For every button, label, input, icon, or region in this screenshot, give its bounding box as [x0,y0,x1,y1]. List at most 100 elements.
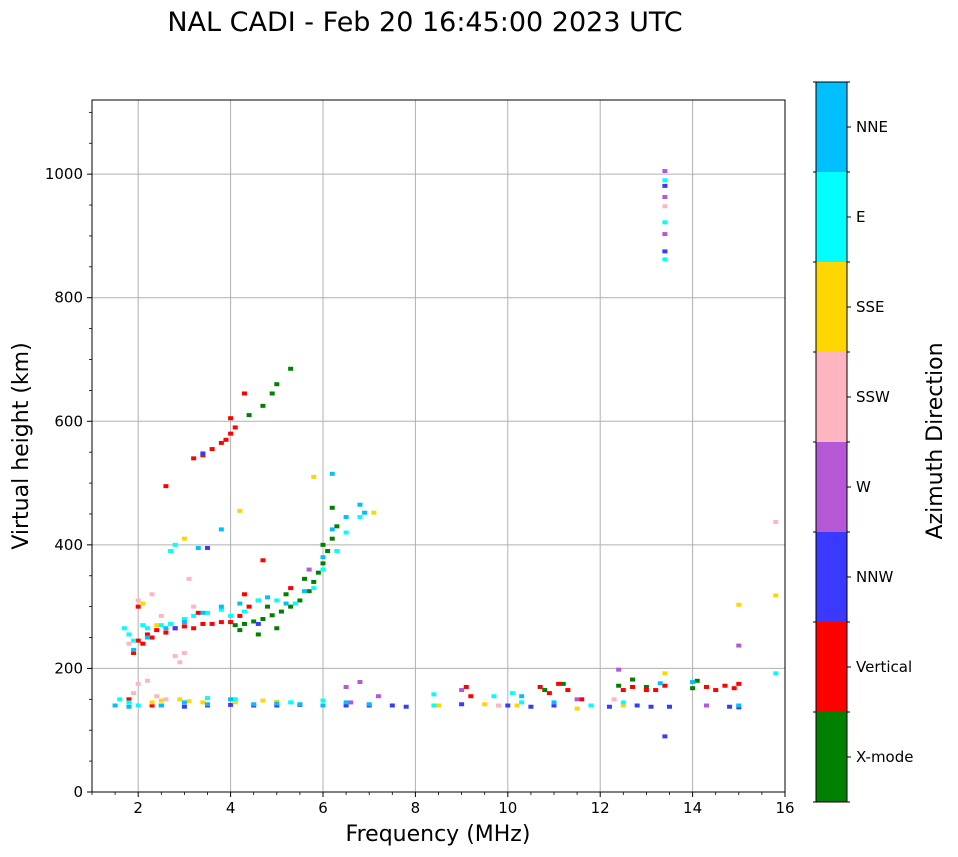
data-point-nnw [667,704,672,709]
data-point-ssw [172,654,178,659]
data-point-vertical [620,688,626,693]
data-point-sse [514,703,520,708]
data-point-x-mode [694,678,700,683]
data-point-vertical [195,610,201,615]
data-point-nnw [528,704,534,709]
data-point-vertical [643,688,649,693]
data-point-w [459,688,465,693]
data-point-nnw [606,704,612,709]
data-point-w [616,667,622,672]
data-point-x-mode [560,681,566,686]
data-point-e [343,530,349,535]
data-point-nnw [634,703,640,708]
data-point-e [662,257,668,262]
data-point-nnw [505,703,511,708]
data-point-nne [181,700,187,705]
data-point-e [491,694,497,699]
data-point-vertical [131,650,137,655]
data-point-e [181,617,187,621]
data-point-vertical [218,440,224,445]
data-point-vertical [154,628,160,633]
data-point-e [168,549,174,554]
data-point-nne [283,601,289,606]
data-point-x-mode [690,686,696,691]
data-point-vertical [209,621,215,626]
data-point-sse [574,706,580,711]
x-tick-label: 14 [683,799,702,817]
data-point-nne [690,680,696,685]
data-point-vertical [135,638,141,643]
data-point-vertical [463,684,469,689]
data-point-sse [620,703,626,708]
data-point-x-mode [288,604,294,609]
data-point-nne [519,694,525,699]
data-point-x-mode [274,382,280,387]
data-point-nnw [389,703,395,708]
data-point-x-mode [255,632,261,637]
data-point-nne [297,702,303,707]
data-point-nne [320,555,326,560]
x-tick-label: 4 [226,799,236,817]
data-point-x-mode [265,604,271,609]
x-tick-label: 12 [591,799,610,817]
colorbar-segment [816,712,847,802]
data-point-sse [140,601,146,606]
data-point-x-mode [297,598,303,603]
data-point-e [274,598,280,603]
data-point-ssw [158,613,164,618]
data-point-e [131,638,137,643]
data-point-vertical [135,604,141,609]
colorbar-segment [816,262,847,352]
data-point-vertical [565,688,571,693]
data-point-vertical [241,391,247,396]
data-point-ssw [126,641,132,646]
data-point-nne [320,703,326,708]
data-point-nne [163,626,169,631]
colorbar-frame [815,81,848,803]
data-point-e [191,613,197,618]
data-point-nnw [343,703,349,708]
data-point-vertical [468,694,474,699]
data-point-vertical [200,621,206,626]
data-point-e [431,703,437,708]
data-point-nnw [551,703,557,708]
data-point-ssw [496,703,502,708]
data-point-w [306,567,312,572]
data-point-nne [551,700,557,705]
data-point-e [232,697,238,702]
data-point-vertical [163,484,169,489]
data-point-x-mode [241,621,247,626]
data-point-e [509,691,515,696]
data-point-nne [181,620,187,625]
data-point-nne [274,701,280,706]
data-point-ssw [181,650,187,655]
data-point-nne [302,589,308,594]
data-point-e [218,607,224,612]
data-point-vertical [223,437,229,442]
data-point-x-mode [325,549,331,554]
data-point-vertical [556,681,562,686]
data-point-x-mode [269,391,275,396]
colorbar-segment [816,352,847,442]
data-point-w [375,694,381,699]
data-point-nne [343,515,349,520]
data-point-x-mode [311,579,317,584]
y-axis-ticks: 0 200 400 600 800 1000 [45,111,92,801]
data-point-x-mode [329,536,335,541]
y-tick-label: 400 [54,536,83,554]
data-point-e [519,700,525,705]
chart-title: NAL CADI - Feb 20 16:45:00 2023 UTC [167,7,682,38]
y-tick-label: 1000 [45,165,83,183]
data-point-x-mode [643,684,649,689]
data-point-vertical [163,630,169,635]
data-point-w [662,232,668,237]
data-point-nnw [205,545,210,550]
data-point-w [662,195,668,200]
data-point-nnw [255,621,261,626]
data-point-sse [482,702,488,707]
data-point-x-mode [283,592,289,597]
data-point-sse [436,703,441,708]
data-point-x-mode [278,609,284,614]
data-point-sse [371,510,377,515]
data-point-nne [657,681,663,686]
